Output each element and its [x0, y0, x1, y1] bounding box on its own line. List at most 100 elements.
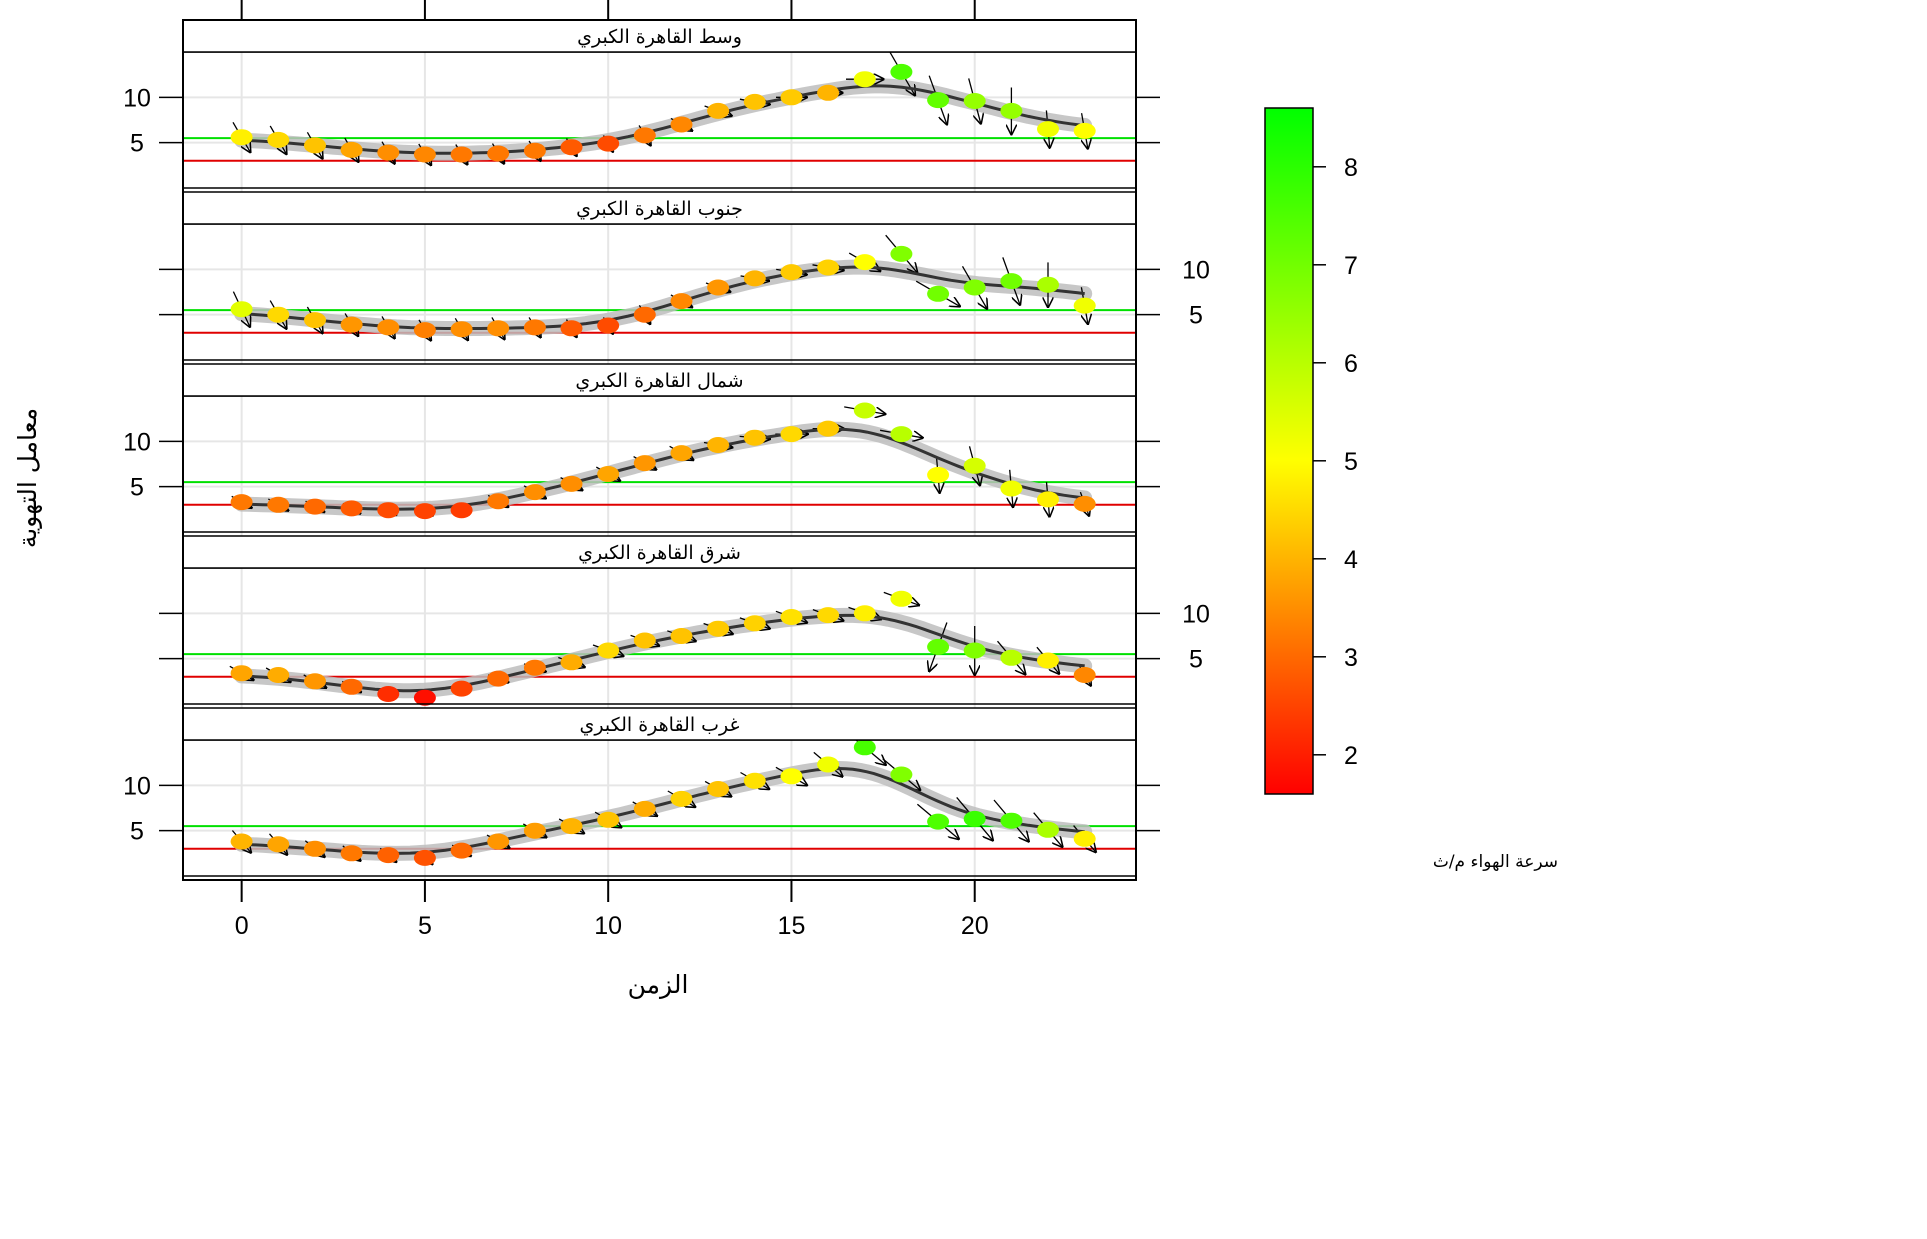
colorbar-gradient: [1264, 107, 1314, 795]
y-tick-label: 10: [123, 772, 151, 800]
data-point: [413, 322, 436, 339]
data-point: [597, 135, 620, 152]
data-point: [743, 93, 766, 110]
data-point: [597, 642, 620, 659]
data-point: [304, 673, 326, 690]
data-point: [450, 146, 473, 163]
data-point: [853, 71, 876, 88]
data-point: [1073, 495, 1096, 512]
data-point: [670, 790, 693, 807]
panel-strip-title: شرق القاهرة الكبري: [578, 542, 741, 564]
panel-strip-title: غرب القاهرة الكبري: [580, 714, 740, 736]
colorbar-ticks: 2 3 4 5 6 7 8: [1313, 154, 1358, 770]
data-point: [597, 811, 620, 828]
data-point: [340, 316, 363, 333]
y-tick-label: 5: [1189, 302, 1203, 330]
data-point: [340, 678, 363, 695]
data-point: [890, 426, 913, 443]
data-point: [963, 279, 986, 296]
data-point: [743, 270, 766, 287]
data-point: [450, 502, 473, 519]
data-point: [707, 620, 730, 637]
colorbar-tick-label: 6: [1344, 350, 1358, 378]
colorbar-tick-label: 8: [1344, 154, 1358, 182]
data-point: [377, 319, 400, 336]
colorbar-tick-label: 7: [1344, 252, 1358, 280]
data-point: [304, 498, 326, 515]
data-point: [523, 822, 546, 839]
data-points: [230, 590, 1096, 706]
panel-strip-title: جنوب القاهرة الكبري: [576, 198, 743, 220]
data-point: [707, 781, 730, 797]
data-point: [927, 813, 950, 830]
y-tick-label: 10: [1182, 256, 1210, 284]
data-point: [304, 312, 326, 329]
data-point: [633, 127, 656, 144]
data-point: [963, 457, 986, 474]
data-point: [927, 92, 950, 109]
data-point: [413, 689, 436, 706]
data-point: [963, 93, 986, 109]
data-point: [1037, 652, 1059, 669]
data-point: [670, 293, 693, 310]
data-point: [487, 493, 510, 510]
x-tick-label: 15: [778, 912, 806, 940]
data-point: [1000, 480, 1023, 497]
data-point: [1037, 821, 1059, 838]
plot-frame: [182, 19, 1137, 881]
colorbar-tick-label: 5: [1344, 448, 1358, 476]
data-point: [413, 146, 436, 163]
data-point: [853, 739, 876, 756]
data-point: [304, 840, 326, 857]
data-point: [377, 502, 400, 519]
colorbar: 2 3 4 5 6 7 8 سرعة الهواء م/ث: [1264, 107, 1558, 872]
data-point: [780, 768, 803, 785]
y-tick-label: 5: [130, 818, 144, 846]
data-point: [743, 772, 766, 789]
data-point: [450, 680, 473, 697]
y-tick-label: 5: [130, 474, 144, 502]
data-point: [230, 665, 253, 682]
y-tick-label: 10: [123, 428, 151, 456]
data-point: [487, 670, 510, 687]
data-point: [1000, 102, 1023, 119]
panel-5: غرب القاهرة الكبري 5 10: [123, 707, 1160, 877]
data-point: [963, 642, 986, 659]
confidence-band: [234, 259, 1093, 337]
y-tick-label: 5: [1189, 646, 1203, 674]
colorbar-tick-label: 2: [1344, 742, 1358, 770]
data-point: [523, 142, 546, 159]
data-point: [853, 254, 876, 271]
data-point: [560, 654, 583, 671]
y-tick-label: 5: [130, 130, 144, 158]
data-point: [633, 455, 656, 472]
data-point: [560, 139, 583, 156]
data-point: [780, 426, 803, 443]
data-point: [560, 320, 583, 337]
data-point: [340, 500, 363, 517]
data-point: [1037, 276, 1059, 293]
data-point: [707, 437, 730, 453]
data-point: [340, 845, 363, 862]
panel-frame: [182, 51, 1137, 189]
data-point: [597, 317, 620, 334]
smooth-fit-line: [241, 613, 1085, 693]
data-point: [817, 756, 840, 773]
data-point: [523, 659, 546, 676]
data-point: [633, 800, 656, 817]
data-point: [230, 129, 253, 146]
data-point: [817, 420, 840, 437]
x-tick-label: 0: [235, 912, 249, 940]
data-point: [230, 301, 253, 318]
y-tick-label: 10: [123, 84, 151, 112]
data-point: [487, 145, 510, 162]
data-point: [853, 402, 876, 419]
data-point: [413, 849, 436, 866]
data-point: [633, 306, 656, 323]
data-point: [523, 484, 546, 501]
x-axis-title: الزمن: [628, 970, 689, 999]
panel-3: شمال القاهرة الكبري 5 10: [123, 363, 1160, 533]
panel-4: شرق القاهرة الكبري 5 10: [159, 535, 1210, 706]
data-point: [267, 131, 290, 148]
data-point: [817, 607, 840, 624]
